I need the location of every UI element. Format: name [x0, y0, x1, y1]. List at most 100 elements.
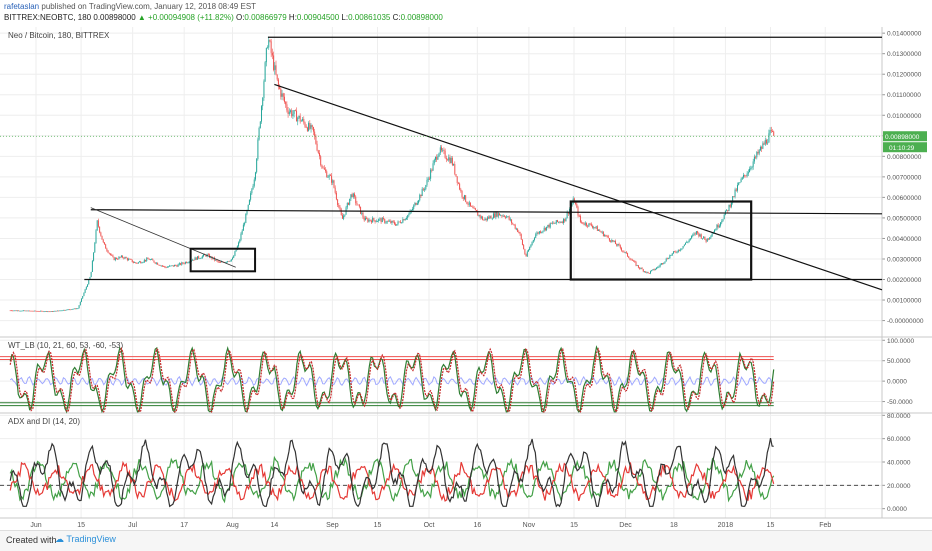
candle-body: [242, 224, 244, 231]
candle-body: [720, 222, 722, 226]
candle-body: [693, 233, 695, 235]
candle-body: [274, 65, 276, 70]
candle-body: [302, 119, 304, 121]
candle-body: [535, 234, 537, 238]
candle-body: [259, 121, 261, 128]
candle-body: [56, 310, 58, 312]
candle-body: [441, 147, 443, 151]
candle-body: [304, 122, 306, 127]
candle-body: [251, 189, 253, 194]
chart-canvas[interactable]: Jun 15 Jul 17 Aug 14 Sep 15 Oct 16 Nov 15 Dec 18 2018 1…: [0, 0, 932, 530]
candle-body: [517, 228, 519, 232]
candle-body: [85, 286, 87, 290]
candle-body: [584, 222, 586, 225]
candle-body: [294, 110, 296, 111]
candle-body: [288, 111, 290, 114]
candle-body: [169, 265, 171, 267]
candle-body: [159, 265, 161, 266]
candle-body: [316, 143, 318, 151]
candle-body: [151, 259, 153, 260]
y-tick-label: 20.0000: [887, 483, 911, 490]
candle-body: [254, 172, 256, 180]
candle-body: [495, 211, 497, 218]
candle-body: [14, 310, 16, 312]
y-tick-label: 50.0000: [887, 358, 911, 365]
tradingview-logo[interactable]: ☁ TradingView: [55, 534, 116, 544]
candle-body: [547, 224, 549, 227]
candle-body: [310, 125, 312, 129]
candle-body: [309, 123, 311, 129]
candle-body: [624, 252, 626, 253]
candle-body: [497, 213, 499, 217]
candle-body: [491, 218, 493, 220]
candle-body: [534, 237, 536, 240]
candle-body: [421, 188, 423, 197]
candle-body: [107, 250, 109, 253]
candle-body: [329, 175, 331, 176]
candle-body: [379, 218, 381, 220]
candle-body: [676, 252, 678, 253]
y-tick-label: 0.00500000: [887, 215, 922, 222]
candle-body: [513, 224, 515, 226]
candle-body: [496, 211, 498, 217]
candle-body: [176, 265, 178, 267]
candle-body: [221, 261, 223, 263]
pattern-box-small: [189, 247, 257, 273]
candle-body: [494, 213, 496, 218]
candle-body: [96, 220, 98, 231]
candle-body: [141, 262, 143, 264]
candle-body: [596, 226, 598, 231]
candle-body: [18, 310, 20, 312]
candle-body: [549, 222, 551, 228]
candle-body: [289, 110, 291, 112]
candle-body: [634, 260, 636, 262]
candle-body: [698, 233, 700, 237]
candle-body: [165, 267, 167, 269]
candle-body: [555, 220, 557, 224]
candle-body: [355, 196, 357, 204]
candle-body: [29, 310, 31, 312]
candle-body: [762, 143, 764, 149]
candle-body: [376, 221, 378, 222]
candle-body: [48, 311, 50, 313]
candle-body: [74, 308, 76, 310]
candle-body: [118, 256, 120, 260]
candle-body: [454, 164, 456, 174]
candle-body: [331, 175, 333, 183]
candle-body: [358, 204, 360, 207]
candle-body: [515, 228, 517, 230]
candle-body: [70, 309, 72, 311]
candle-body: [199, 258, 201, 260]
candle-body: [65, 309, 67, 311]
candle-body: [283, 96, 285, 102]
candle-body: [111, 254, 113, 256]
candle-body: [108, 252, 110, 254]
candle-body: [772, 131, 774, 132]
candles-group: [9, 36, 775, 313]
candle-body: [87, 284, 89, 287]
candle-body: [550, 222, 552, 224]
candle-body: [321, 164, 323, 168]
candle-body: [67, 309, 69, 311]
candle-body: [747, 172, 749, 174]
candle-body: [561, 221, 563, 224]
candle-body: [142, 262, 144, 263]
candle-body: [234, 251, 236, 256]
chart-background: [0, 27, 932, 530]
candle-body: [391, 220, 393, 224]
candle-body: [246, 210, 248, 214]
candle-body: [50, 311, 52, 312]
candle-body: [420, 194, 422, 197]
x-tick-label: Dec: [619, 522, 632, 529]
candle-body: [64, 309, 66, 311]
candle-body: [457, 182, 459, 184]
candle-body: [335, 192, 337, 200]
candle-body: [366, 217, 368, 219]
candle-body: [617, 244, 619, 246]
candle-body: [741, 177, 743, 179]
candle-body: [318, 152, 320, 157]
author-link[interactable]: rafetaslan: [4, 2, 40, 11]
candle-body: [205, 254, 207, 257]
publish-info: rafetaslan published on TradingView.com,…: [4, 2, 256, 11]
candle-body: [292, 113, 294, 117]
